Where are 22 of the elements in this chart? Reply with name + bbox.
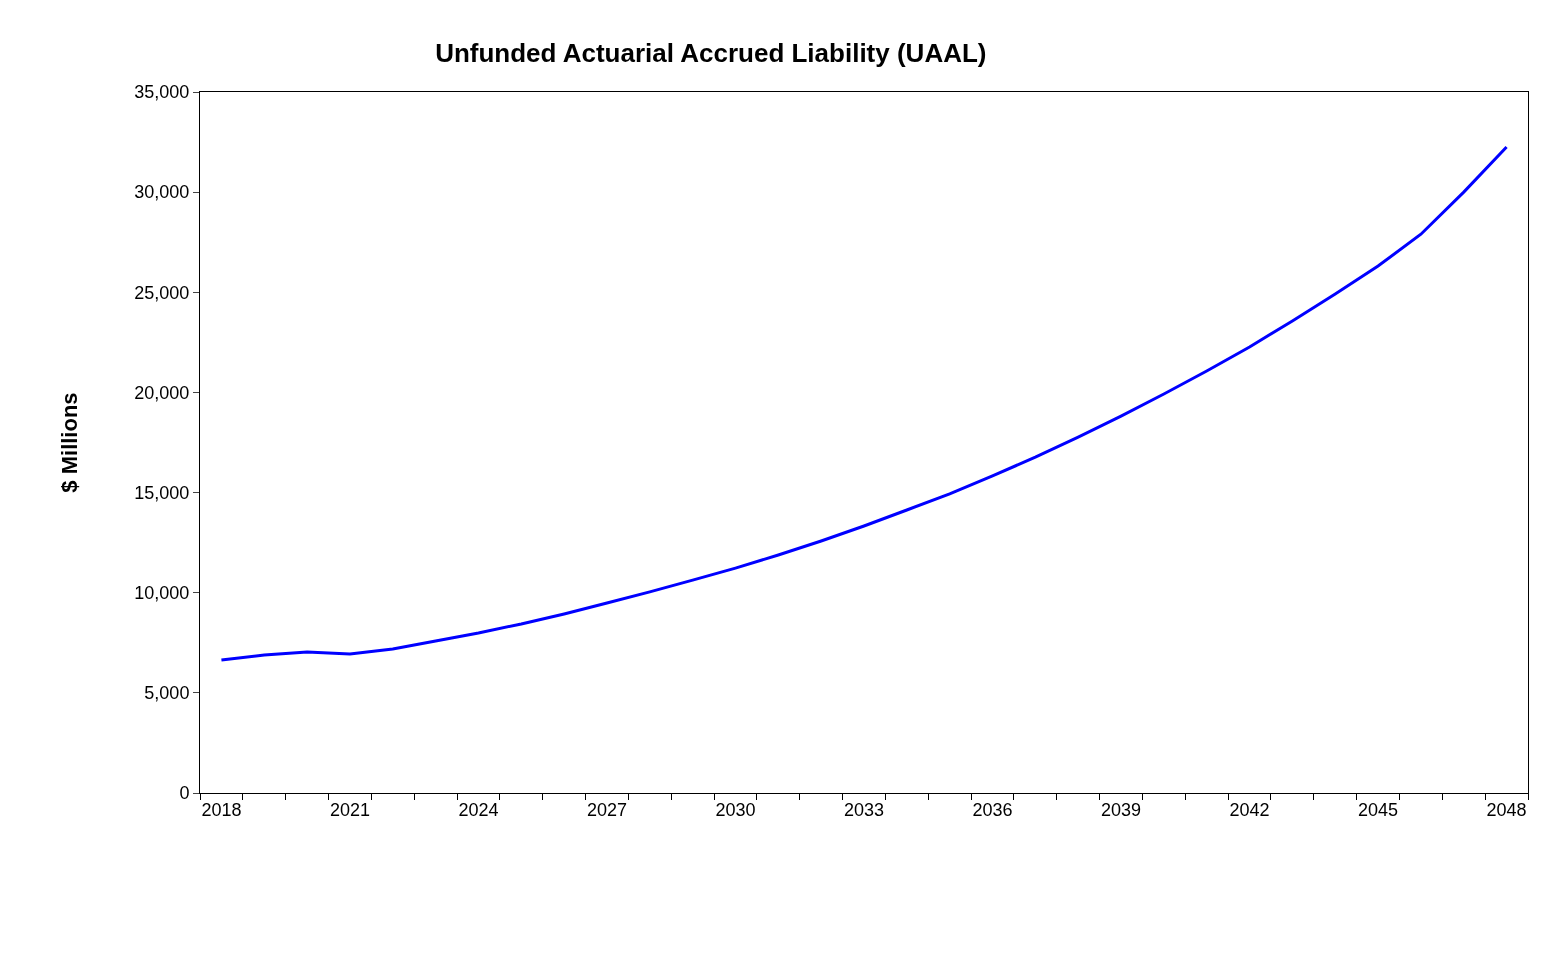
- y-tick-label: 15,000: [134, 482, 190, 503]
- y-tick-label: 10,000: [134, 583, 190, 604]
- x-tick-label: 2039: [1101, 799, 1142, 820]
- y-tick-label: 0: [179, 783, 190, 804]
- y-tick-label: 35,000: [134, 82, 190, 103]
- x-tick-label: 2024: [458, 799, 499, 820]
- y-tick-label: 30,000: [134, 182, 190, 203]
- x-tick-label: 2045: [1358, 799, 1399, 820]
- x-tick-label: 2018: [201, 799, 242, 820]
- x-tick-label: 2021: [329, 799, 370, 820]
- x-tick-label: 2033: [843, 799, 885, 820]
- y-tick-label: 5,000: [144, 683, 190, 704]
- y-tick-label: 25,000: [134, 282, 190, 303]
- y-tick-label: 20,000: [134, 382, 190, 403]
- x-tick-label: 2042: [1229, 799, 1270, 820]
- x-tick-label: 2027: [586, 799, 627, 820]
- line-series: [219, 145, 1509, 662]
- y-axis-title: $ Millions: [57, 392, 83, 493]
- chart-title: Unfunded Actuarial Accrued Liability (UAAL): [435, 37, 987, 68]
- x-tick-label: 2030: [715, 799, 756, 820]
- x-tick-label: 2048: [1486, 799, 1527, 820]
- x-tick-label: 2036: [972, 799, 1013, 820]
